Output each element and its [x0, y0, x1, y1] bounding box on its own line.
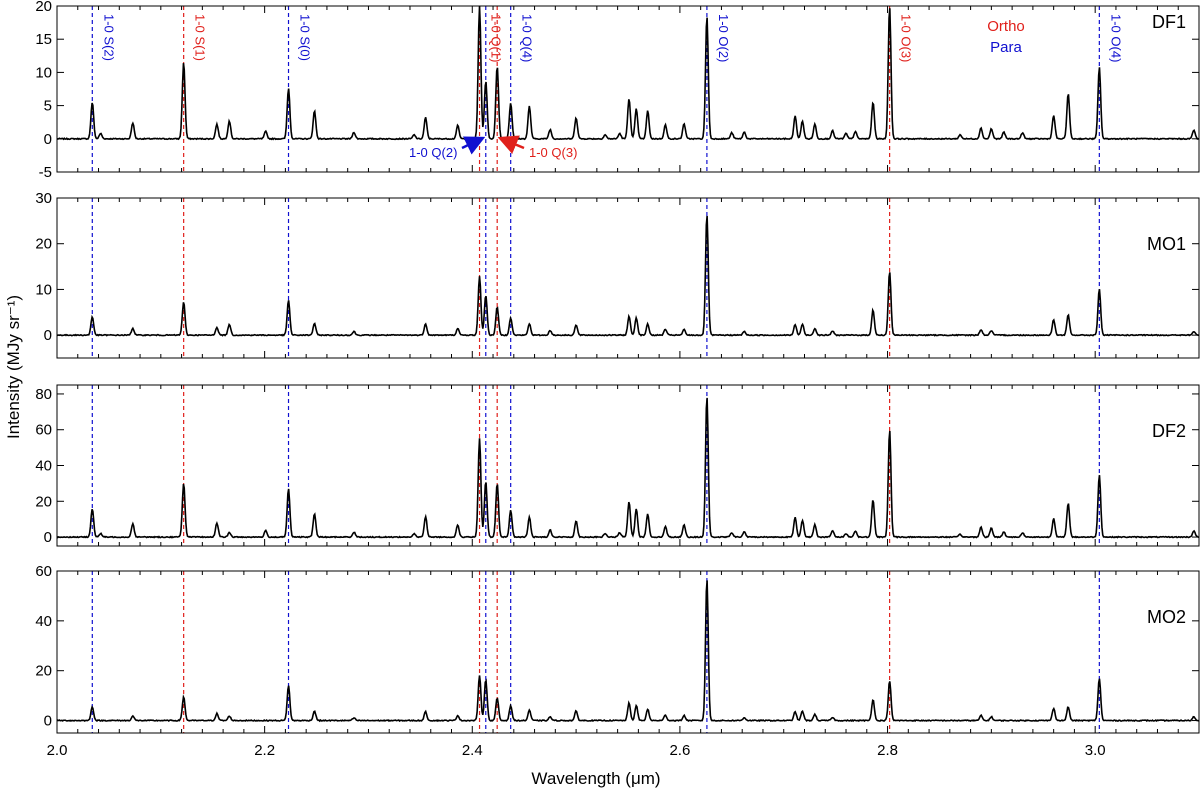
spectrum-line-mo1: [57, 215, 1199, 337]
panel-label: DF1: [1152, 12, 1186, 32]
y-tick-label: 60: [35, 422, 52, 439]
y-tick-label: 40: [35, 458, 52, 475]
arrow-q3: [497, 135, 525, 154]
panels-group: -5 0 5 10 15 20 DF1 1-0 S(2) 1-0 S(1) 1-0 S(0) 1-0…: [35, 0, 1200, 759]
y-tick-label: 20: [35, 493, 52, 510]
spectrum-line-df2: [57, 397, 1199, 539]
y-tick-label: 10: [35, 281, 52, 298]
y-tick-label: 5: [44, 98, 52, 115]
y-tick-label: 10: [35, 64, 52, 81]
x-tick-label: 2.6: [669, 742, 690, 759]
y-tick-label: 20: [35, 0, 52, 15]
y-axis-title: Intensity (MJy sr⁻¹): [4, 295, 23, 439]
arrow-label: 1-0 Q(3): [529, 145, 577, 160]
panel-label: MO1: [1147, 234, 1186, 254]
y-tick-label: 20: [35, 236, 52, 253]
spectrum-line-mo2: [57, 580, 1199, 723]
line-label: 1-0 O(2): [716, 14, 731, 62]
panel-df2: 0 20 40 60 80 DF2: [35, 384, 1200, 547]
line-label: 1-0 S(0): [298, 14, 313, 61]
arrow-label: 1-0 Q(2): [409, 145, 457, 160]
y-tick-label: 80: [35, 386, 52, 403]
line-label: 1-0 S(1): [193, 14, 208, 61]
panel-frame: [56, 5, 1200, 173]
x-tick-label: 2.8: [877, 742, 898, 759]
line-label: 1-0 Q(1): [489, 14, 504, 62]
y-tick-label: -5: [39, 164, 52, 181]
line-label: 1-0 Q(4): [520, 14, 535, 62]
panel-df1: -5 0 5 10 15 20 DF1 1-0 S(2) 1-0 S(1) 1-0 S(0) 1-0…: [35, 0, 1200, 181]
line-label: 1-0 O(3): [899, 14, 914, 62]
legend-entry-ortho: Ortho: [987, 18, 1025, 35]
y-tick-label: 15: [35, 31, 52, 48]
spectrum-line-df1: [57, 6, 1199, 141]
line-label: 1-0 O(4): [1108, 14, 1123, 62]
panel-frame: [56, 197, 1200, 359]
y-tick-label: 0: [44, 713, 52, 730]
y-tick-label: 0: [44, 131, 52, 148]
panel-label: DF2: [1152, 421, 1186, 441]
legend-entry-para: Para: [990, 39, 1022, 56]
x-tick-label: 2.0: [47, 742, 68, 759]
y-tick-label: 40: [35, 613, 52, 630]
line-label: 1-0 S(2): [101, 14, 116, 61]
panel-label: MO2: [1147, 607, 1186, 627]
y-tick-label: 0: [44, 529, 52, 546]
panel-mo1: 0 10 20 30 MO1: [35, 190, 1200, 359]
y-tick-label: 20: [35, 663, 52, 680]
x-tick-label: 3.0: [1085, 742, 1106, 759]
x-tick-label: 2.2: [254, 742, 275, 759]
y-tick-label: 60: [35, 563, 52, 580]
x-axis-title: Wavelength (μm): [531, 769, 660, 788]
y-tick-label: 30: [35, 190, 52, 207]
panel-frame: [56, 570, 1200, 734]
arrow-q2: [461, 136, 486, 155]
x-tick-label: 2.4: [462, 742, 483, 759]
panel-mo2: 0 20 40 60 MO2 2.0 2.2 2.4 2.6 2.8 3.0: [35, 563, 1200, 759]
y-tick-label: 0: [44, 327, 52, 344]
